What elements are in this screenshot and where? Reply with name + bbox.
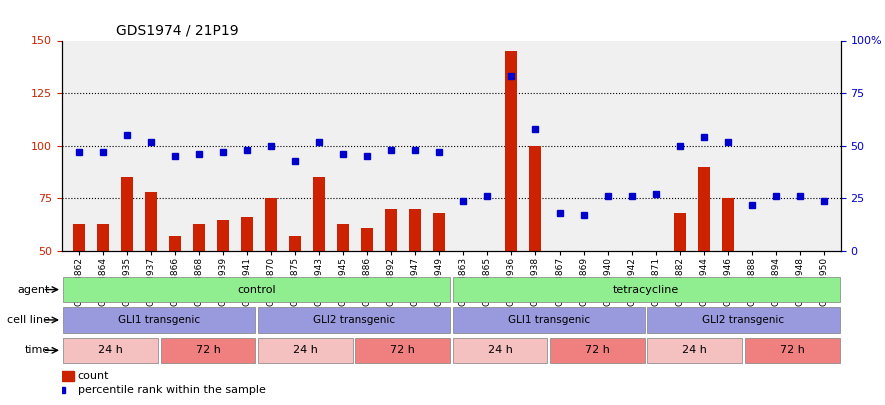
Bar xyxy=(337,224,350,356)
Text: count: count xyxy=(78,371,109,382)
FancyBboxPatch shape xyxy=(550,338,645,363)
FancyBboxPatch shape xyxy=(258,338,353,363)
Text: 24 h: 24 h xyxy=(488,345,512,355)
Bar xyxy=(145,192,157,356)
Bar xyxy=(481,310,494,356)
Bar xyxy=(458,314,469,356)
Text: GLI2 transgenic: GLI2 transgenic xyxy=(703,315,784,325)
Text: 72 h: 72 h xyxy=(585,345,610,355)
FancyBboxPatch shape xyxy=(452,277,840,302)
Bar xyxy=(505,51,518,356)
FancyBboxPatch shape xyxy=(63,338,158,363)
Text: GLI1 transgenic: GLI1 transgenic xyxy=(119,315,200,325)
Bar xyxy=(746,325,758,356)
Text: 72 h: 72 h xyxy=(196,345,220,355)
Text: cell line: cell line xyxy=(7,315,50,325)
FancyBboxPatch shape xyxy=(452,338,548,363)
Text: agent: agent xyxy=(18,285,50,294)
Bar xyxy=(361,228,373,356)
Bar xyxy=(553,339,566,356)
Bar xyxy=(313,177,325,356)
Text: 24 h: 24 h xyxy=(98,345,123,355)
Bar xyxy=(578,339,589,356)
Bar xyxy=(241,217,253,356)
Bar xyxy=(673,213,686,356)
Bar xyxy=(770,310,781,356)
Text: GLI2 transgenic: GLI2 transgenic xyxy=(313,315,395,325)
FancyBboxPatch shape xyxy=(355,338,450,363)
Text: GLI1 transgenic: GLI1 transgenic xyxy=(508,315,589,325)
FancyBboxPatch shape xyxy=(63,277,450,302)
FancyBboxPatch shape xyxy=(63,307,256,333)
Bar xyxy=(62,371,73,382)
Bar xyxy=(697,167,710,356)
Text: tetracycline: tetracycline xyxy=(613,285,679,294)
Bar xyxy=(818,318,830,356)
Bar xyxy=(217,220,229,356)
Bar xyxy=(650,310,662,356)
FancyBboxPatch shape xyxy=(160,338,256,363)
Text: 72 h: 72 h xyxy=(780,345,804,355)
FancyBboxPatch shape xyxy=(258,307,450,333)
Text: percentile rank within the sample: percentile rank within the sample xyxy=(78,385,266,395)
Bar xyxy=(434,213,445,356)
Bar xyxy=(193,224,205,356)
Bar xyxy=(722,198,734,356)
Text: GDS1974 / 21P19: GDS1974 / 21P19 xyxy=(117,24,239,38)
Bar xyxy=(73,224,85,356)
Bar xyxy=(409,209,421,356)
Bar xyxy=(794,310,806,356)
Bar xyxy=(385,209,397,356)
Text: time: time xyxy=(25,345,50,355)
Bar xyxy=(121,177,133,356)
FancyBboxPatch shape xyxy=(744,338,840,363)
Text: control: control xyxy=(237,285,276,294)
FancyBboxPatch shape xyxy=(452,307,645,333)
Bar xyxy=(602,304,613,356)
FancyBboxPatch shape xyxy=(647,338,743,363)
Bar xyxy=(626,314,637,356)
Bar xyxy=(266,198,277,356)
Text: 24 h: 24 h xyxy=(682,345,707,355)
Text: 24 h: 24 h xyxy=(293,345,318,355)
Bar xyxy=(169,237,181,356)
Bar xyxy=(96,224,109,356)
FancyBboxPatch shape xyxy=(647,307,840,333)
Bar xyxy=(529,146,542,356)
Bar xyxy=(289,237,301,356)
Text: 72 h: 72 h xyxy=(390,345,415,355)
